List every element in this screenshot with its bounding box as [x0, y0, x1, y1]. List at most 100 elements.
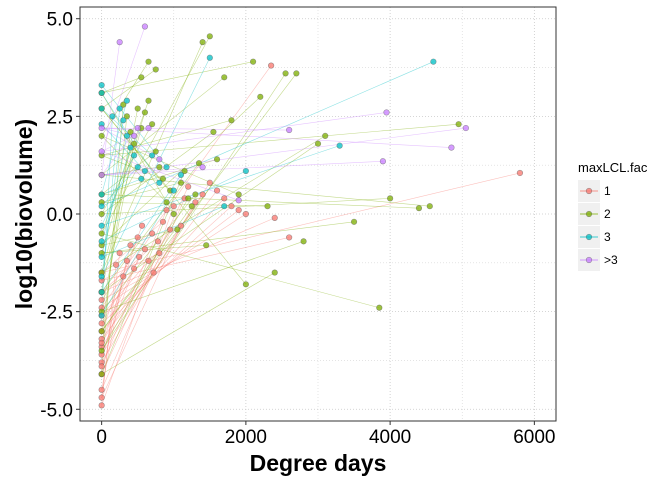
- data-point: [128, 242, 134, 248]
- data-point: [265, 203, 271, 209]
- data-point: [200, 192, 206, 198]
- data-point: [117, 39, 123, 45]
- data-point: [99, 403, 105, 409]
- data-point: [136, 254, 142, 260]
- data-point: [301, 239, 307, 245]
- data-point: [200, 164, 206, 170]
- legend-marker: [586, 257, 592, 263]
- data-point: [146, 258, 152, 264]
- data-point: [131, 133, 137, 139]
- data-point: [99, 172, 105, 178]
- x-tick-label: 0: [96, 427, 107, 448]
- data-point: [131, 153, 137, 159]
- data-point: [243, 211, 249, 217]
- data-point: [146, 98, 152, 104]
- data-point: [164, 199, 170, 205]
- data-point: [178, 180, 184, 186]
- data-point: [146, 125, 152, 131]
- data-point: [99, 274, 105, 280]
- y-tick-label: 5.0: [47, 10, 73, 31]
- data-point: [243, 168, 249, 174]
- data-point: [135, 235, 141, 241]
- data-point: [135, 164, 141, 170]
- data-point: [117, 250, 123, 256]
- legend-label: >3: [604, 253, 618, 267]
- legend-marker: [586, 211, 592, 217]
- data-point: [283, 71, 289, 77]
- x-axis-title: Degree days: [250, 450, 387, 476]
- data-point: [351, 219, 357, 225]
- data-point: [157, 164, 163, 170]
- data-point: [221, 75, 227, 81]
- data-point: [99, 90, 105, 96]
- x-tick-label: 2000: [225, 427, 267, 448]
- data-point: [110, 114, 116, 120]
- data-point: [236, 198, 242, 204]
- data-point: [155, 239, 161, 245]
- data-point: [99, 371, 105, 377]
- data-point: [99, 387, 105, 393]
- data-point: [149, 153, 155, 159]
- data-point: [211, 129, 217, 135]
- data-point: [99, 223, 105, 229]
- data-point: [99, 321, 105, 327]
- data-point: [171, 188, 177, 194]
- data-point: [128, 145, 134, 151]
- y-tick-label: -2.5: [40, 303, 73, 324]
- data-point: [160, 219, 166, 225]
- data-point: [243, 282, 249, 288]
- data-point: [427, 203, 433, 209]
- legend-title: maxLCL.fac: [578, 160, 648, 175]
- data-point: [99, 340, 105, 346]
- data-point: [431, 59, 437, 65]
- data-point: [99, 106, 105, 112]
- legend-marker: [586, 234, 592, 240]
- data-point: [99, 125, 105, 131]
- data-point: [153, 67, 159, 73]
- data-point: [99, 82, 105, 88]
- data-point: [463, 125, 469, 131]
- data-point: [171, 203, 177, 209]
- data-point: [322, 133, 328, 139]
- data-point: [236, 192, 242, 198]
- data-point: [380, 158, 386, 164]
- data-point: [151, 270, 157, 276]
- data-point: [120, 274, 126, 280]
- data-point: [236, 207, 242, 213]
- data-point: [214, 188, 220, 194]
- data-point: [139, 223, 145, 229]
- data-point: [377, 305, 383, 311]
- data-point: [189, 203, 195, 209]
- data-point: [193, 192, 199, 198]
- data-point: [203, 242, 209, 248]
- data-point: [286, 127, 292, 133]
- data-point: [99, 328, 105, 334]
- data-point: [99, 239, 105, 245]
- data-point: [99, 313, 105, 319]
- data-point: [146, 59, 152, 65]
- data-point: [258, 94, 264, 100]
- data-point: [207, 55, 213, 61]
- x-tick-label: 4000: [369, 427, 411, 448]
- data-point: [178, 172, 184, 178]
- legend-label: 3: [604, 230, 611, 244]
- data-point: [167, 227, 173, 233]
- data-point: [384, 110, 390, 116]
- data-point: [157, 157, 163, 163]
- data-point: [221, 203, 227, 209]
- data-point: [99, 364, 105, 370]
- data-point: [142, 110, 148, 116]
- data-point: [124, 133, 130, 139]
- data-point: [268, 63, 274, 69]
- data-point: [214, 157, 220, 163]
- data-point: [185, 196, 191, 202]
- data-point: [149, 231, 155, 237]
- data-point: [124, 98, 130, 104]
- data-point: [207, 180, 213, 186]
- data-point: [99, 254, 105, 260]
- legend-label: 2: [604, 207, 611, 221]
- y-tick-label: 2.5: [47, 107, 73, 128]
- data-point: [315, 141, 321, 147]
- data-point: [99, 297, 105, 303]
- y-tick-label: 0.0: [47, 205, 73, 226]
